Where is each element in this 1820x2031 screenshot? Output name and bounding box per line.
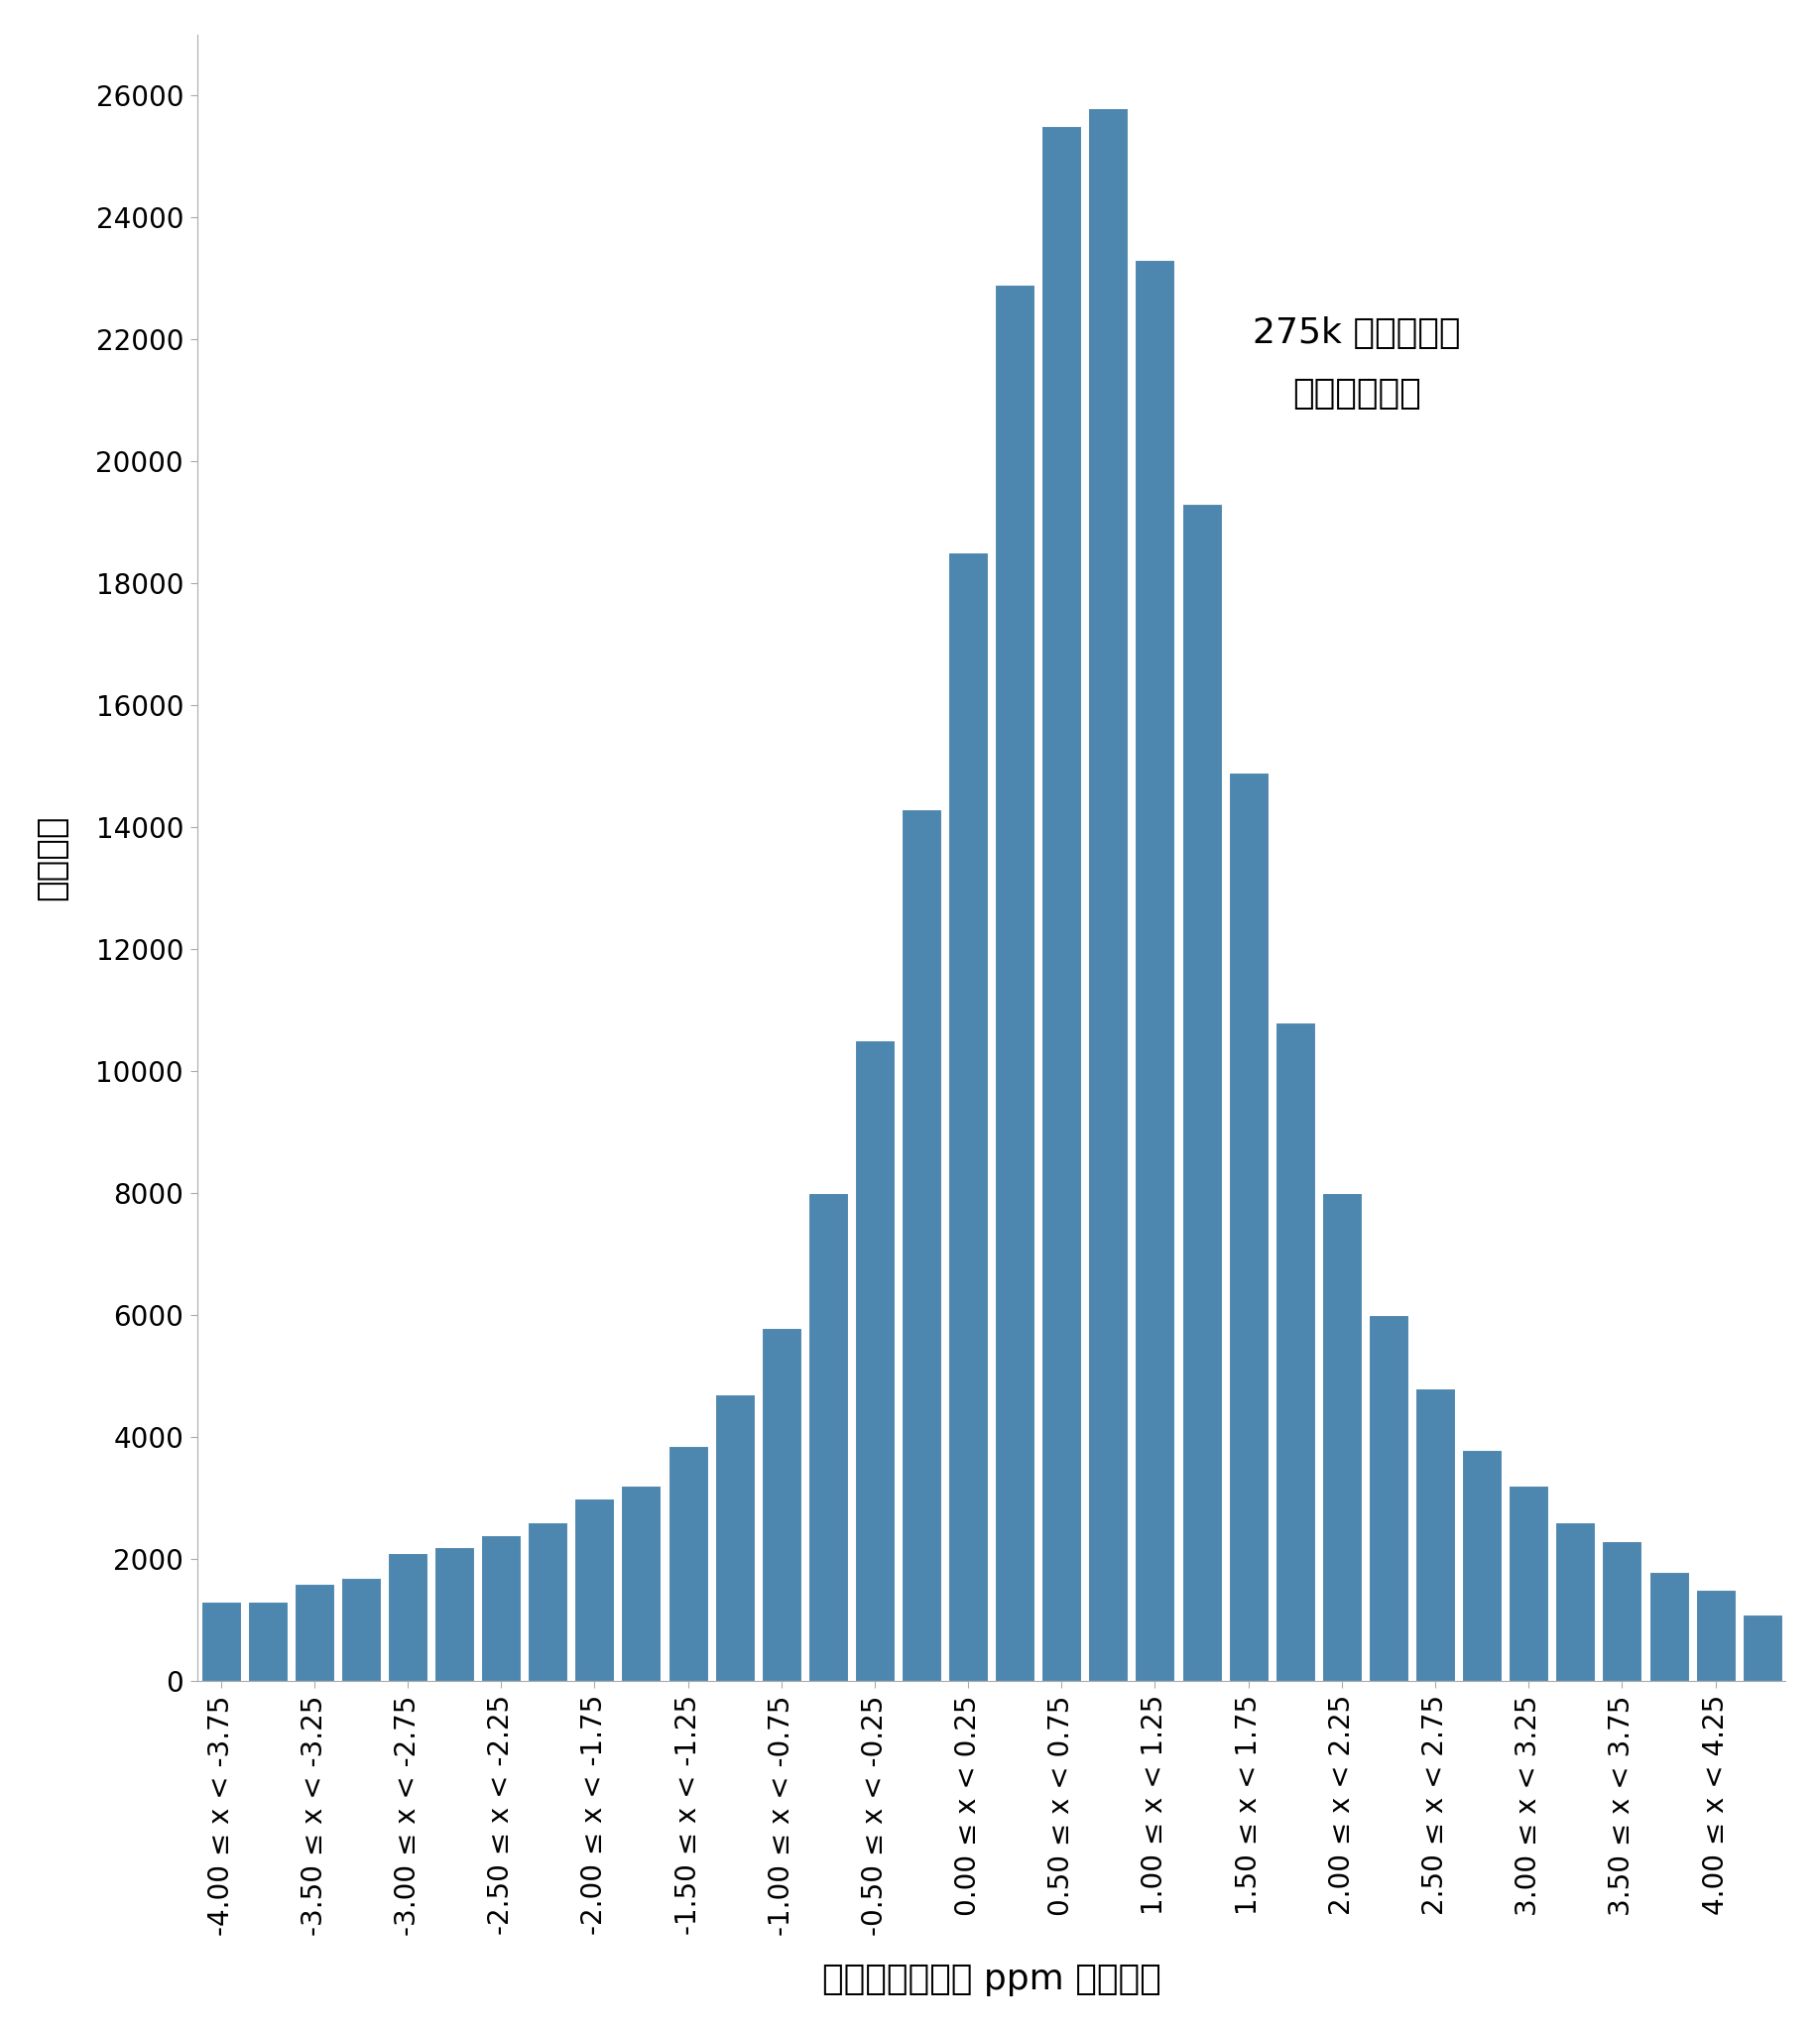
Bar: [901, 808, 941, 1682]
Bar: [1416, 1389, 1454, 1682]
Bar: [435, 1548, 475, 1682]
Bar: [1276, 1022, 1314, 1682]
Bar: [1602, 1542, 1642, 1682]
Bar: [575, 1499, 615, 1682]
Bar: [668, 1446, 708, 1682]
Bar: [1136, 260, 1176, 1682]
Bar: [1181, 504, 1221, 1682]
Bar: [388, 1554, 428, 1682]
Y-axis label: カウント: カウント: [35, 814, 67, 900]
Bar: [1228, 772, 1269, 1682]
Bar: [248, 1602, 288, 1682]
Bar: [621, 1487, 661, 1682]
Bar: [1041, 126, 1081, 1682]
Bar: [808, 1194, 848, 1682]
Bar: [855, 1040, 895, 1682]
X-axis label: ビニングされた ppm 質量精度: ビニングされた ppm 質量精度: [823, 1962, 1161, 1996]
Text: 275k ペプチドの
測定のグラフ: 275k ペプチドの 測定のグラフ: [1252, 317, 1461, 410]
Bar: [1461, 1450, 1502, 1682]
Bar: [295, 1584, 335, 1682]
Bar: [996, 284, 1036, 1682]
Bar: [200, 1602, 240, 1682]
Bar: [761, 1328, 801, 1682]
Bar: [480, 1535, 521, 1682]
Bar: [528, 1523, 568, 1682]
Bar: [1556, 1523, 1594, 1682]
Bar: [340, 1578, 380, 1682]
Bar: [1321, 1194, 1361, 1682]
Bar: [948, 552, 988, 1682]
Bar: [1088, 108, 1128, 1682]
Bar: [1742, 1615, 1782, 1682]
Bar: [1509, 1487, 1549, 1682]
Bar: [715, 1395, 755, 1682]
Bar: [1649, 1572, 1689, 1682]
Bar: [1369, 1316, 1409, 1682]
Bar: [1696, 1590, 1734, 1682]
